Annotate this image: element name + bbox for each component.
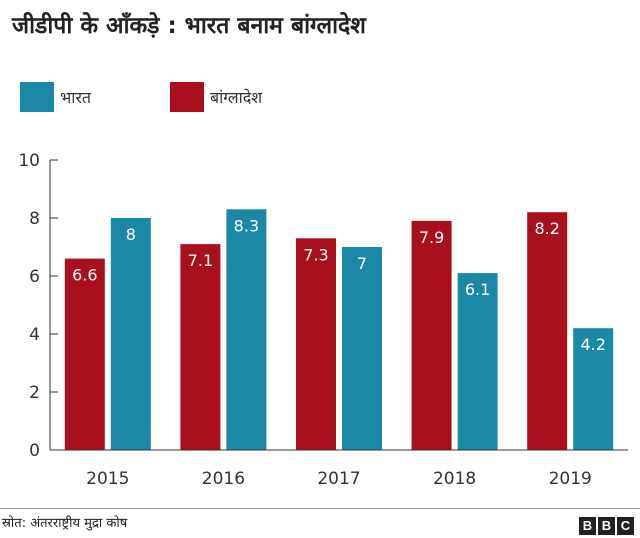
bar-bangladesh <box>527 212 568 450</box>
legend-swatch-india <box>20 82 54 112</box>
data-label-bangladesh: 8.2 <box>534 219 559 238</box>
x-tick-label: 2019 <box>549 469 592 489</box>
bbc-logo-letter: B <box>598 517 615 535</box>
y-tick-label: 4 <box>29 325 40 345</box>
x-tick-label: 2016 <box>202 469 245 489</box>
y-tick-label: 8 <box>29 209 40 229</box>
y-tick-label: 6 <box>29 267 40 287</box>
source-note: स्रोत: अंतरराष्ट्रीय मुद्रा कोष <box>2 516 128 531</box>
bar-india <box>110 218 151 450</box>
y-tick-label: 2 <box>29 383 40 403</box>
y-tick-label: 10 <box>18 151 40 171</box>
data-label-bangladesh: 7.3 <box>303 245 328 264</box>
data-label-india: 8.3 <box>234 216 259 235</box>
x-tick-label: 2017 <box>317 469 360 489</box>
legend-swatch-bangladesh <box>170 82 204 112</box>
x-tick-label: 2018 <box>433 469 476 489</box>
data-label-india: 7 <box>357 254 367 273</box>
bar-bangladesh <box>180 244 221 450</box>
data-label-bangladesh: 6.6 <box>72 266 97 285</box>
bar-india <box>457 273 498 450</box>
footer-divider <box>0 508 640 509</box>
bbc-logo-letter: C <box>617 517 634 535</box>
data-label-india: 6.1 <box>465 280 490 299</box>
legend-label-bangladesh: बांग्लादेश <box>210 88 263 107</box>
y-tick-label: 0 <box>29 441 40 461</box>
bar-chart: 0 2 4 6 8 10 6.6 8 2015 7.1 8.3 2016 7.3 7 2017 7.9 6.1 2… <box>18 151 628 489</box>
bar-india <box>342 247 382 450</box>
bar-bangladesh <box>64 258 105 450</box>
chart-title: जीडीपी के आँकड़े : भारत बनाम बांग्लादेश <box>12 13 366 39</box>
bar-bangladesh <box>296 238 336 450</box>
bar-india <box>226 209 267 450</box>
bar-bangladesh <box>411 220 452 450</box>
bar-india <box>573 328 614 450</box>
bbc-logo-letter: B <box>579 517 596 535</box>
data-label-bangladesh: 7.1 <box>188 251 213 270</box>
legend-label-india: भारत <box>60 88 92 107</box>
data-label-india: 8 <box>126 225 136 244</box>
x-tick-label: 2015 <box>86 469 129 489</box>
data-label-india: 4.2 <box>580 335 605 354</box>
data-label-bangladesh: 7.9 <box>419 228 444 247</box>
